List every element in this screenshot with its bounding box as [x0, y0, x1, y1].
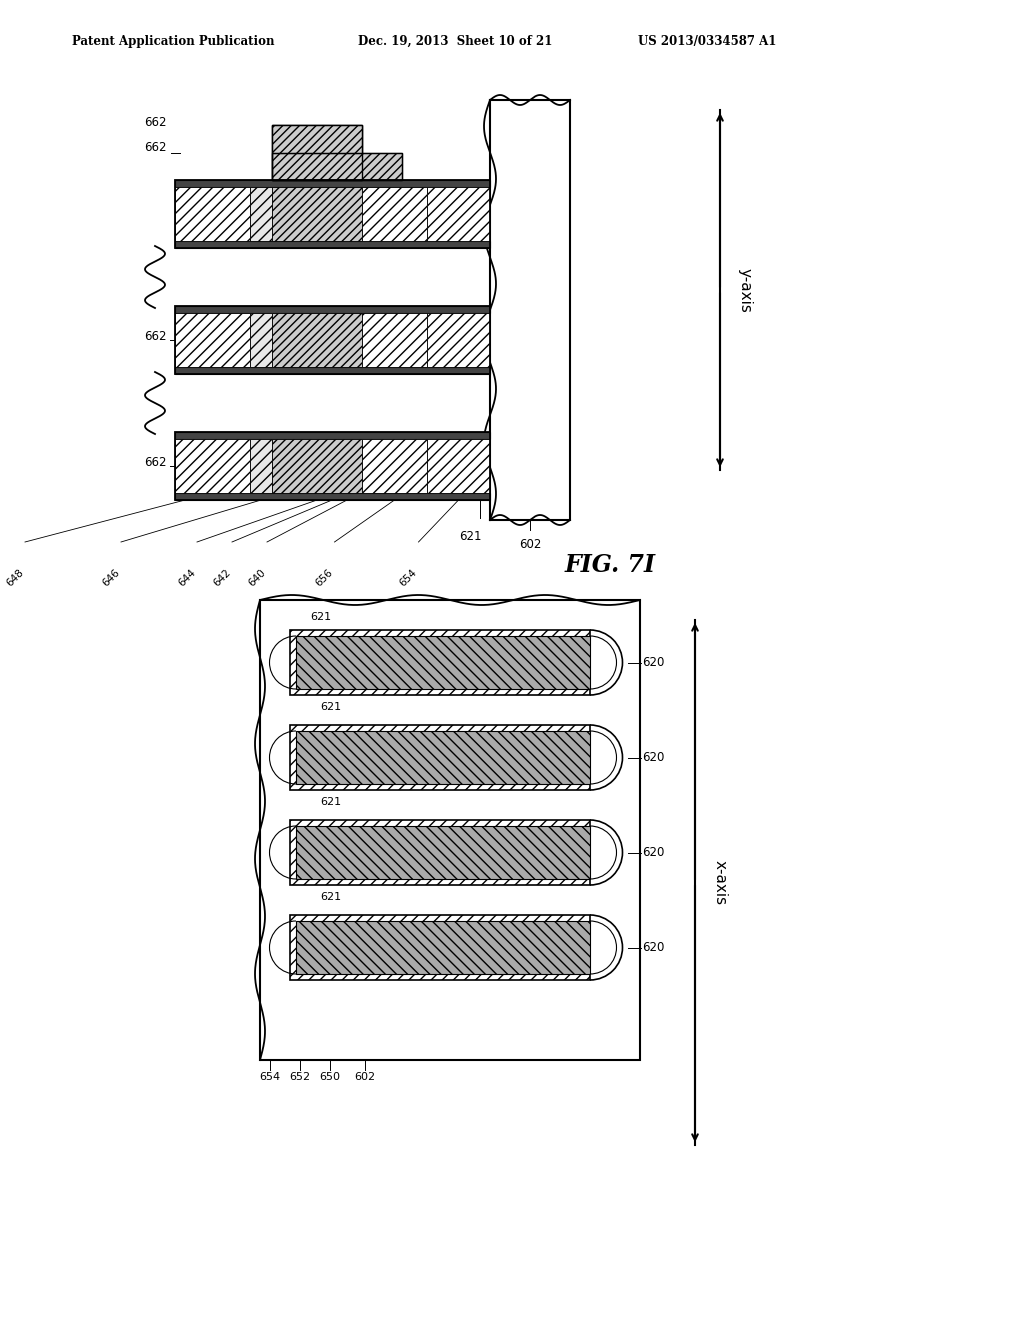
Text: FIG. 7I: FIG. 7I	[565, 553, 656, 577]
Text: 621: 621	[319, 702, 341, 711]
Text: US 2013/0334587 A1: US 2013/0334587 A1	[638, 36, 776, 48]
Bar	[175, 306, 490, 374]
Text: 620: 620	[642, 846, 665, 859]
Text: 654: 654	[259, 1072, 281, 1082]
Bar	[296, 731, 590, 784]
Bar	[175, 492, 490, 500]
Text: 602: 602	[354, 1072, 376, 1082]
Bar	[490, 100, 570, 520]
Bar	[175, 306, 490, 313]
Bar	[290, 725, 590, 789]
Text: 621: 621	[319, 892, 341, 902]
Bar	[290, 630, 590, 696]
Text: y-axis: y-axis	[738, 268, 753, 313]
Text: 621: 621	[310, 612, 331, 622]
Bar	[272, 153, 402, 180]
Bar	[175, 180, 490, 187]
Text: 662: 662	[144, 330, 167, 342]
Bar	[296, 826, 590, 879]
Text: 652: 652	[290, 1072, 310, 1082]
Bar	[250, 313, 272, 367]
Text: 662: 662	[144, 141, 167, 154]
Bar	[427, 187, 490, 242]
Bar	[272, 187, 362, 242]
Text: 620: 620	[642, 656, 665, 669]
Text: 650: 650	[319, 1072, 341, 1082]
Bar	[175, 367, 490, 374]
Text: 621: 621	[459, 531, 481, 543]
Text: 654: 654	[398, 568, 419, 589]
Bar	[175, 313, 250, 367]
Bar	[427, 313, 490, 367]
Text: 662: 662	[144, 116, 167, 129]
Bar	[175, 432, 490, 500]
Text: Patent Application Publication: Patent Application Publication	[72, 36, 274, 48]
Bar	[427, 440, 490, 492]
Bar	[250, 187, 272, 242]
Bar	[175, 242, 490, 248]
Bar	[296, 921, 590, 974]
Bar	[250, 440, 272, 492]
Bar	[260, 601, 640, 1060]
Bar	[272, 125, 362, 180]
Text: 620: 620	[642, 941, 665, 954]
Text: 662: 662	[144, 455, 167, 469]
Text: 640: 640	[247, 568, 267, 587]
Text: 646: 646	[100, 568, 122, 589]
Text: 621: 621	[319, 797, 341, 807]
Bar	[296, 636, 590, 689]
Bar	[272, 440, 362, 492]
Text: 602: 602	[519, 539, 542, 550]
Text: x-axis: x-axis	[713, 859, 728, 906]
Bar	[175, 440, 250, 492]
Bar	[175, 187, 250, 242]
Text: 648: 648	[4, 568, 26, 589]
Bar	[272, 153, 402, 180]
Text: 656: 656	[314, 568, 335, 589]
Text: 644: 644	[176, 568, 198, 589]
Bar	[362, 153, 402, 180]
Bar	[272, 125, 362, 153]
Bar	[362, 313, 427, 367]
Bar	[362, 187, 427, 242]
Bar	[272, 125, 362, 180]
Bar	[290, 915, 590, 979]
Text: 642: 642	[211, 568, 232, 589]
Bar	[362, 440, 427, 492]
Bar	[175, 180, 490, 248]
Text: 620: 620	[642, 751, 665, 764]
Bar	[272, 313, 362, 367]
Bar	[290, 820, 590, 884]
Text: Dec. 19, 2013  Sheet 10 of 21: Dec. 19, 2013 Sheet 10 of 21	[358, 36, 552, 48]
Bar	[175, 432, 490, 440]
